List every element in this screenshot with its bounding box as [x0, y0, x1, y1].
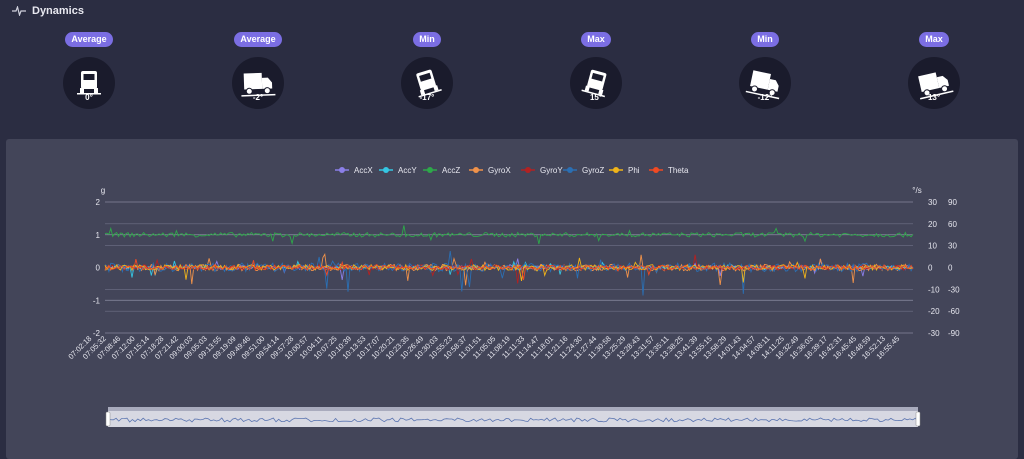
- legend-marker: [567, 167, 573, 173]
- navigator-track: [108, 407, 918, 427]
- gauge-circle: 13°: [908, 57, 960, 109]
- chart-panel: AccX AccY AccZ GyroX GyroY GyroZ Phi Theta g °/s 2…: [6, 139, 1018, 459]
- dynamics-chart: AccX AccY AccZ GyroX GyroY GyroZ Phi Theta g °/s 2…: [66, 166, 960, 427]
- y-tick-label-left: 2: [96, 198, 101, 207]
- y-tick-label-right: -20: [928, 307, 940, 316]
- truck-front-icon: [416, 69, 442, 98]
- y-tick-label-right: 30: [928, 198, 937, 207]
- gauge-value: 15°: [589, 93, 603, 102]
- gauge-value: 13°: [927, 93, 941, 102]
- left-axis-unit: g: [101, 186, 105, 195]
- legend-item-accz: AccZ: [423, 166, 460, 175]
- y-tick-label-right: -30: [928, 329, 940, 338]
- legend-marker: [653, 167, 659, 173]
- range-navigator: [105, 407, 921, 427]
- legend-marker: [473, 167, 479, 173]
- gauge-circle: -17°: [401, 57, 453, 109]
- legend-label: Theta: [668, 166, 689, 175]
- y-tick-label-left: -1: [93, 296, 101, 305]
- legend-marker: [427, 167, 433, 173]
- gauge-circle: -2°: [232, 57, 284, 109]
- legend-item-phi: Phi: [609, 166, 640, 175]
- truck-front-icon: [77, 71, 101, 95]
- gauge-max-pitch: Max 13°: [894, 32, 974, 122]
- gauge-badge: Average: [65, 32, 113, 47]
- gauge-value: -17°: [419, 93, 435, 102]
- gauge-average-pitch: Average -2°: [218, 32, 298, 122]
- y-tick-label-left: 1: [96, 231, 101, 240]
- truck-front-icon: [581, 69, 607, 98]
- tilt-gauges: Average 0° Average: [0, 32, 1024, 122]
- gauge-min-roll: Min -17°: [387, 32, 467, 122]
- section-header: Dynamics: [0, 0, 1024, 22]
- right-axis-unit: °/s: [912, 186, 921, 195]
- navigator-handle-right: [915, 411, 921, 427]
- legend-item-accx: AccX: [335, 166, 373, 175]
- legend-item-gyroy: GyroY: [521, 166, 563, 175]
- gauge-badge: Average: [234, 32, 282, 47]
- gauge-min-pitch: Min -12°: [725, 32, 805, 122]
- y-tick-label-right-outer: 90: [948, 198, 957, 207]
- navigator-series: [107, 417, 919, 423]
- y-tick-label-right-outer: -90: [948, 329, 960, 338]
- truck-side-icon: [918, 72, 954, 100]
- gauge-badge: Max: [581, 32, 611, 47]
- gauge-circle: 15°: [570, 57, 622, 109]
- legend-marker: [339, 167, 345, 173]
- legend-item-theta: Theta: [649, 166, 689, 175]
- legend-label: AccX: [354, 166, 373, 175]
- truck-side-icon: [745, 70, 780, 100]
- navigator-handle-left: [105, 411, 111, 427]
- pulse-icon: [12, 6, 26, 16]
- series-line-accz: [104, 225, 914, 246]
- legend-marker: [525, 167, 531, 173]
- gauge-badge: Min: [413, 32, 441, 47]
- series-line-theta: [104, 258, 914, 281]
- legend-label: GyroY: [540, 166, 563, 175]
- y-tick-label-right: 10: [928, 242, 937, 251]
- gauge-value: 0°: [85, 93, 93, 102]
- y-tick-label-right-outer: 30: [948, 242, 957, 251]
- legend-item-gyrox: GyroX: [469, 166, 511, 175]
- y-tick-label-right: 20: [928, 220, 937, 229]
- legend-label: Phi: [628, 166, 640, 175]
- y-tick-label-right-outer: -60: [948, 307, 960, 316]
- gauge-badge: Max: [919, 32, 949, 47]
- legend-label: GyroX: [488, 166, 511, 175]
- legend-item-gyroz: GyroZ: [563, 166, 604, 175]
- y-tick-label-left: 0: [96, 264, 101, 273]
- truck-side-icon: [241, 72, 276, 97]
- gauge-circle: 0°: [63, 57, 115, 109]
- legend-marker: [383, 167, 389, 173]
- gauge-circle: -12°: [739, 57, 791, 109]
- page-title: Dynamics: [32, 5, 84, 17]
- legend-label: GyroZ: [582, 166, 604, 175]
- series-line-gyroz: [104, 251, 914, 296]
- y-tick-label-right: -10: [928, 285, 940, 294]
- y-tick-label-right: 0: [928, 264, 933, 273]
- legend-label: AccY: [398, 166, 417, 175]
- legend-item-accy: AccY: [379, 166, 417, 175]
- y-tick-label-right-outer: 0: [948, 264, 953, 273]
- y-tick-label-right-outer: -30: [948, 285, 960, 294]
- gauge-badge: Min: [751, 32, 779, 47]
- navigator-scrollbar: [108, 407, 918, 411]
- y-tick-label-right-outer: 60: [948, 220, 957, 229]
- gauge-value: -2°: [252, 93, 264, 102]
- legend-marker: [613, 167, 619, 173]
- legend-label: AccZ: [442, 166, 460, 175]
- gauge-average-roll: Average 0°: [49, 32, 129, 122]
- y-tick-label-left: -2: [93, 329, 101, 338]
- gauge-value: -12°: [757, 93, 773, 102]
- gauge-max-roll: Max 15°: [556, 32, 636, 122]
